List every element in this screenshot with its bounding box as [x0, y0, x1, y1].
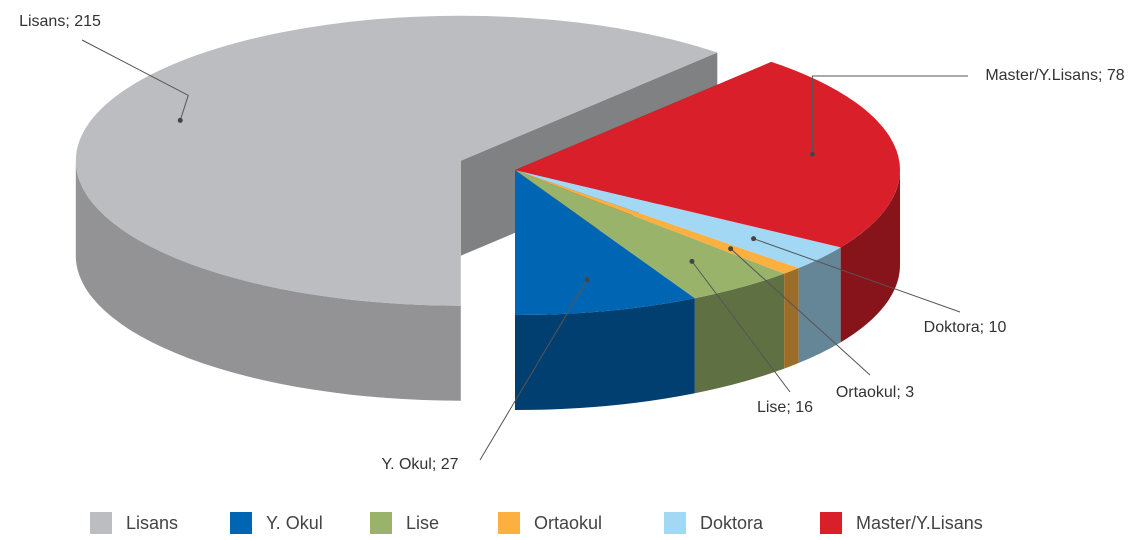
legend-swatch: [498, 512, 520, 534]
legend-label: Lise: [406, 513, 439, 533]
leader-dot: [728, 246, 734, 252]
leader-dot: [584, 277, 590, 283]
legend-swatch: [370, 512, 392, 534]
leader-line: [730, 248, 871, 376]
legend-label: Y. Okul: [266, 513, 323, 533]
data-label: Lisans; 215: [19, 13, 101, 30]
leader-line: [81, 39, 189, 121]
slice-side: [694, 273, 785, 394]
slice-side: [840, 170, 900, 343]
leader-dot: [177, 117, 183, 123]
slice-side: [798, 247, 841, 364]
leader-dot: [689, 258, 695, 264]
data-label: Master/Y.Lisans; 78: [985, 67, 1124, 84]
slice: [75, 15, 718, 306]
slice: [515, 170, 841, 269]
legend-swatch: [820, 512, 842, 534]
leader-line: [691, 261, 791, 393]
data-label: Ortaokul; 3: [836, 384, 914, 401]
leader-line: [811, 75, 968, 155]
leader-line: [479, 279, 588, 461]
legend-swatch: [230, 512, 252, 534]
leader-dot: [751, 236, 757, 242]
slice: [515, 170, 799, 274]
slice: [515, 170, 785, 299]
data-label: Y. Okul; 27: [381, 456, 458, 473]
legend-label: Ortaokul: [534, 513, 602, 533]
slice-side: [515, 298, 695, 410]
data-label: Lise; 16: [757, 399, 813, 416]
data-label: Doktora; 10: [924, 319, 1007, 336]
slice-side: [784, 268, 799, 369]
legend-label: Master/Y.Lisans: [856, 513, 983, 533]
leader-dot: [809, 151, 815, 157]
leader-line: [753, 238, 961, 313]
slice: [515, 170, 695, 315]
slice-side: [75, 160, 461, 401]
legend-label: Lisans: [126, 513, 178, 533]
legend-swatch: [90, 512, 112, 534]
slice: [515, 61, 900, 248]
legend-swatch: [664, 512, 686, 534]
legend-label: Doktora: [700, 513, 764, 533]
